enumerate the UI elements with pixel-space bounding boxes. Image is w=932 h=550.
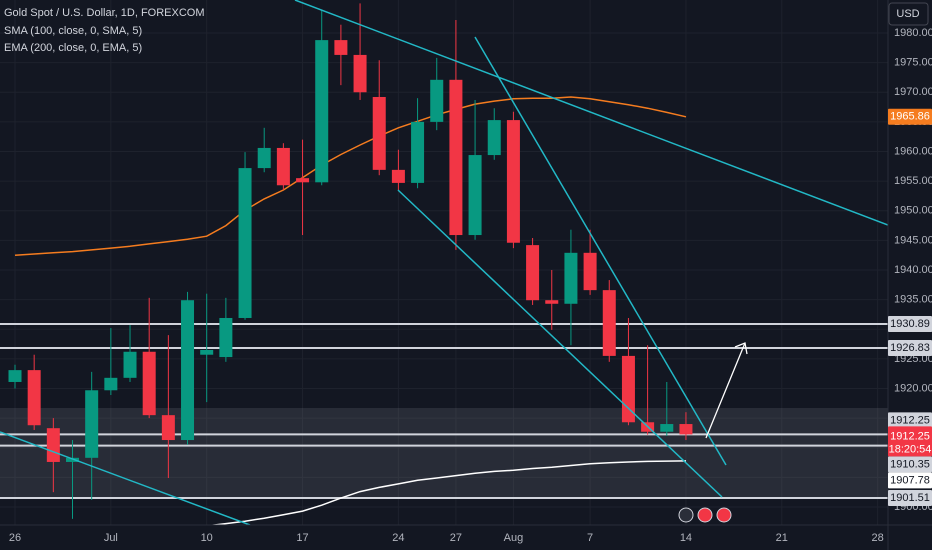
candle-body — [104, 377, 118, 391]
currency-button[interactable] — [888, 2, 929, 26]
candle-body — [679, 424, 693, 435]
event-icons[interactable] — [678, 507, 732, 523]
candle-body — [238, 168, 252, 318]
candle-body — [660, 424, 674, 432]
x-tick-label: 26 — [9, 532, 21, 544]
y-tick-label: 1970.00 — [894, 86, 932, 98]
y-tick-label: 1960.00 — [894, 145, 932, 157]
y-tick-label: 1920.00 — [894, 382, 932, 394]
price-tag: 1930.89 — [890, 318, 930, 330]
price-tag: 1965.86 — [890, 111, 930, 123]
price-tag-box — [888, 490, 932, 507]
candle-body — [564, 252, 578, 304]
x-tick-label: 28 — [872, 532, 884, 544]
x-tick-label: 7 — [587, 532, 593, 544]
price-tag: 1912.25 — [890, 414, 930, 426]
price-tag-box — [888, 315, 932, 332]
price-tag: 1901.51 — [890, 492, 930, 504]
indicator-line — [14, 96, 687, 256]
y-tick-label: 1935.00 — [894, 294, 932, 306]
price-tag-box — [888, 456, 932, 473]
candle-body — [506, 120, 520, 243]
price-tag: 1926.83 — [890, 342, 930, 354]
last-price: 1912.25 — [890, 430, 930, 442]
event-icon[interactable] — [678, 507, 694, 523]
candle-body — [66, 457, 80, 462]
price-tag: 1907.78 — [890, 474, 930, 486]
price-tags: 1930.89 1926.83 1912.25 1910.35 1901.51 1907.… — [888, 108, 932, 507]
x-tick-label: 27 — [450, 532, 462, 544]
candle-body — [526, 245, 540, 301]
indicators — [14, 96, 687, 525]
grid — [0, 0, 888, 525]
candle-body — [200, 349, 214, 355]
y-tick-label: 1975.00 — [894, 57, 932, 69]
countdown: 18:20:54 — [889, 443, 932, 455]
levels — [0, 322, 888, 500]
price-tag: 1910.35 — [890, 458, 930, 470]
legend-entry: EMA (200, close, 0, EMA, 5) — [4, 42, 142, 54]
candle-body — [296, 178, 310, 183]
candle-body — [334, 40, 348, 55]
zone — [0, 408, 888, 498]
candle-body — [315, 40, 329, 183]
indicator-line — [207, 460, 687, 525]
y-tick-label: 1945.00 — [894, 234, 932, 246]
x-tick-label: Jul — [104, 532, 118, 544]
candle-body — [487, 120, 501, 156]
candle-body — [391, 169, 405, 183]
candle-body — [257, 147, 271, 169]
candle-body — [449, 79, 463, 236]
candle-body — [411, 121, 425, 183]
x-tick-label: 24 — [392, 532, 404, 544]
price-tag-box — [888, 412, 932, 429]
candle-body — [276, 147, 290, 186]
candle-body — [468, 155, 482, 236]
candle-body — [27, 370, 41, 426]
currency[interactable]: USD — [896, 8, 919, 20]
trend-line — [474, 36, 727, 466]
candle-body — [85, 390, 99, 458]
price-tag-box — [888, 426, 932, 457]
arrow — [705, 342, 748, 439]
candle-body — [181, 300, 195, 441]
arrow-shaft — [705, 342, 746, 439]
price-tag-box — [888, 108, 932, 125]
candle-body — [123, 351, 137, 378]
x-tick-label: 14 — [680, 532, 692, 544]
candle-body — [602, 290, 616, 356]
x-tick-label: 21 — [776, 532, 788, 544]
candle-body — [219, 317, 233, 358]
candle-body — [46, 428, 60, 462]
y-tick-label: 1955.00 — [894, 175, 932, 187]
x-tick-label: 10 — [201, 532, 213, 544]
candle-body — [353, 54, 367, 93]
event-icon[interactable] — [716, 507, 732, 523]
legend-entry: SMA (100, close, 0, SMA, 5) — [4, 25, 142, 37]
candle-body — [161, 415, 175, 441]
trend-lines — [0, 0, 888, 525]
trend-line — [397, 189, 723, 498]
trend-line — [294, 0, 888, 226]
arrow-head — [734, 342, 748, 355]
candle-body — [142, 351, 156, 416]
chart-title: Gold Spot / U.S. Dollar, 1D, FOREXCOM — [4, 7, 205, 19]
event-icon[interactable] — [697, 507, 713, 523]
candle-body — [372, 96, 386, 170]
x-tick-label: 17 — [296, 532, 308, 544]
candles — [8, 3, 693, 519]
y-tick-label: 1950.00 — [894, 205, 932, 217]
price-tag-box — [888, 472, 932, 489]
y-tick-label: 1980.00 — [894, 27, 932, 39]
trend-line — [0, 431, 251, 525]
x-tick-label: Aug — [504, 532, 524, 544]
candle-body — [8, 370, 22, 382]
candle-body — [545, 300, 559, 304]
y-tick-label: 1940.00 — [894, 264, 932, 276]
candle-body — [583, 252, 597, 291]
price-tag-box — [888, 340, 932, 357]
candle-body — [430, 79, 444, 122]
